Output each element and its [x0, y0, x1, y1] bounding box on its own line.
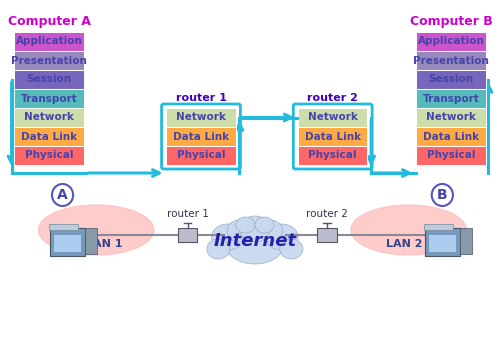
Text: Session: Session	[428, 74, 474, 85]
Text: router 1: router 1	[176, 93, 226, 103]
Bar	[14, 108, 84, 127]
Text: Transport: Transport	[20, 94, 78, 103]
Bar	[416, 70, 486, 89]
Bar	[14, 51, 84, 70]
Text: B: B	[437, 188, 448, 202]
Ellipse shape	[240, 216, 270, 242]
Text: Application: Application	[418, 36, 484, 47]
Text: Network: Network	[24, 113, 74, 122]
Text: router 2: router 2	[308, 93, 358, 103]
FancyBboxPatch shape	[318, 228, 336, 242]
Text: Presentation: Presentation	[413, 55, 489, 66]
Ellipse shape	[212, 224, 244, 250]
FancyBboxPatch shape	[84, 228, 97, 254]
Text: Presentation: Presentation	[11, 55, 87, 66]
Bar	[14, 32, 84, 51]
Circle shape	[432, 184, 453, 206]
Text: Session: Session	[26, 74, 72, 85]
Bar	[14, 146, 84, 165]
Bar	[416, 51, 486, 70]
Text: Internet: Internet	[214, 232, 296, 250]
Bar	[166, 127, 235, 146]
Bar	[298, 108, 368, 127]
FancyBboxPatch shape	[178, 228, 197, 242]
Text: Computer B: Computer B	[410, 15, 492, 28]
Circle shape	[52, 184, 73, 206]
Text: Computer A: Computer A	[8, 15, 90, 28]
Text: Application: Application	[16, 36, 82, 47]
Ellipse shape	[227, 220, 252, 242]
Ellipse shape	[351, 205, 467, 255]
Bar	[14, 89, 84, 108]
Ellipse shape	[207, 239, 230, 259]
Bar	[416, 89, 486, 108]
Ellipse shape	[255, 217, 274, 233]
FancyBboxPatch shape	[425, 228, 460, 256]
Text: Data Link: Data Link	[304, 132, 361, 141]
Text: Data Link: Data Link	[173, 132, 229, 141]
Bar	[298, 127, 368, 146]
Text: Physical: Physical	[426, 151, 475, 160]
Text: Data Link: Data Link	[21, 132, 77, 141]
Ellipse shape	[266, 224, 298, 250]
Text: LAN 2: LAN 2	[386, 239, 422, 249]
Text: Network: Network	[308, 113, 358, 122]
Bar	[416, 127, 486, 146]
Text: Data Link: Data Link	[423, 132, 479, 141]
Text: Transport: Transport	[422, 94, 480, 103]
Bar	[429, 235, 456, 252]
Text: LAN 1: LAN 1	[86, 239, 122, 249]
FancyBboxPatch shape	[460, 228, 472, 254]
FancyBboxPatch shape	[48, 223, 78, 230]
Text: Physical: Physical	[176, 151, 225, 160]
Ellipse shape	[280, 239, 303, 259]
Ellipse shape	[236, 217, 255, 233]
FancyBboxPatch shape	[50, 228, 84, 256]
Text: router 2: router 2	[306, 209, 348, 219]
Bar	[298, 146, 368, 165]
Ellipse shape	[226, 226, 283, 264]
Bar	[14, 127, 84, 146]
Ellipse shape	[258, 220, 282, 242]
Bar	[416, 108, 486, 127]
Bar	[166, 146, 235, 165]
FancyBboxPatch shape	[424, 223, 454, 230]
Bar	[416, 146, 486, 165]
Bar	[54, 235, 81, 252]
Text: Physical: Physical	[25, 151, 74, 160]
Text: Network: Network	[426, 113, 476, 122]
Text: A: A	[57, 188, 68, 202]
Text: Network: Network	[176, 113, 226, 122]
Bar	[416, 32, 486, 51]
Bar	[166, 108, 235, 127]
Text: router 1: router 1	[166, 209, 208, 219]
Text: Physical: Physical	[308, 151, 357, 160]
Bar	[14, 70, 84, 89]
Ellipse shape	[38, 205, 154, 255]
